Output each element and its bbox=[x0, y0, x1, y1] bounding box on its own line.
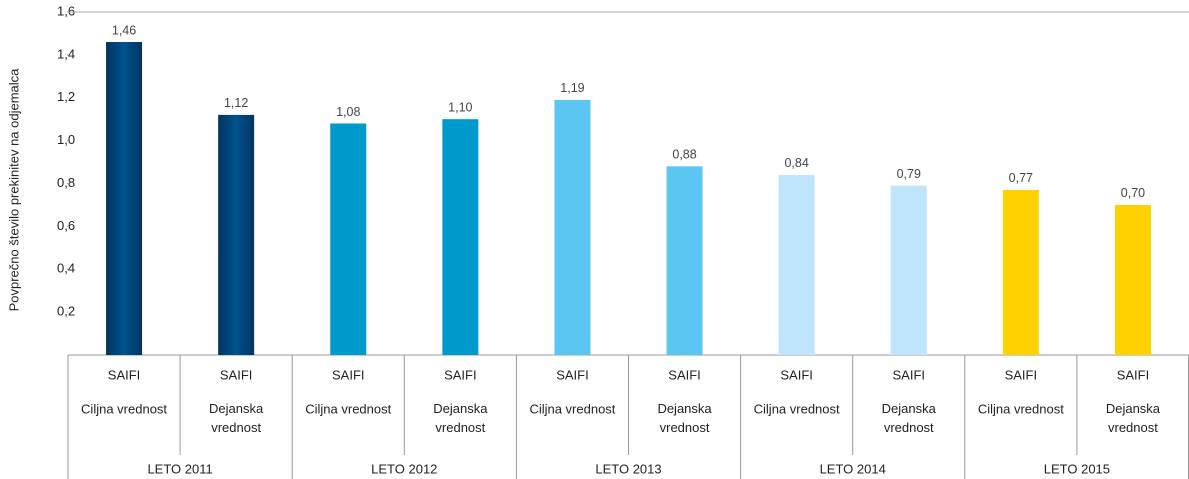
x-group-label: LETO 2015 bbox=[1044, 461, 1110, 476]
x-subcategory-label: Ciljna vrednost bbox=[754, 401, 840, 416]
y-tick-label: 0,2 bbox=[57, 304, 75, 319]
x-tick-label: SAIFI bbox=[668, 367, 701, 382]
y-tick-label: 1,6 bbox=[57, 3, 75, 18]
x-subcategory-label: Ciljna vrednost bbox=[529, 401, 615, 416]
y-tick-label: 0,6 bbox=[57, 218, 75, 233]
x-subcategory-label: Dejanska bbox=[433, 401, 488, 416]
value-label: 0,84 bbox=[784, 156, 808, 170]
value-label: 1,19 bbox=[560, 81, 584, 95]
bar bbox=[1114, 204, 1151, 355]
y-axis-title: Povprečno število prekinitev na odjemalc… bbox=[6, 68, 21, 312]
y-tick-label: 1,0 bbox=[57, 132, 75, 147]
x-subcategory-label: vrednost bbox=[435, 420, 485, 435]
y-tick-label: 1,2 bbox=[57, 89, 75, 104]
x-group-label: LETO 2013 bbox=[595, 461, 661, 476]
x-tick-label: SAIFI bbox=[220, 367, 253, 382]
y-tick-label: 0,4 bbox=[57, 261, 75, 276]
x-tick-label: SAIFI bbox=[780, 367, 813, 382]
x-subcategory-label: vrednost bbox=[884, 420, 934, 435]
x-tick-label: SAIFI bbox=[892, 367, 925, 382]
y-tick-label: 1,4 bbox=[57, 46, 75, 61]
y-tick-label: 0,8 bbox=[57, 175, 75, 190]
bar bbox=[666, 166, 703, 355]
value-label: 0,88 bbox=[672, 148, 696, 162]
x-subcategory-label: Dejanska bbox=[657, 401, 712, 416]
x-subcategory-label: Dejanska bbox=[209, 401, 264, 416]
value-label: 1,10 bbox=[448, 100, 472, 114]
x-group-label: LETO 2012 bbox=[371, 461, 437, 476]
x-tick-label: SAIFI bbox=[1005, 367, 1038, 382]
x-tick-label: SAIFI bbox=[108, 367, 141, 382]
x-subcategory-label: vrednost bbox=[1108, 420, 1158, 435]
x-subcategory-label: Ciljna vrednost bbox=[81, 401, 167, 416]
value-label: 0,77 bbox=[1009, 171, 1033, 185]
bar bbox=[442, 119, 479, 355]
x-tick-label: SAIFI bbox=[444, 367, 477, 382]
x-subcategory-label: Dejanska bbox=[1106, 401, 1161, 416]
x-subcategory-label: Dejanska bbox=[882, 401, 937, 416]
value-label: 1,08 bbox=[336, 105, 360, 119]
bar bbox=[554, 99, 591, 355]
value-label: 1,46 bbox=[112, 23, 136, 37]
bar bbox=[890, 185, 927, 355]
value-label: 1,12 bbox=[224, 96, 248, 110]
bar bbox=[778, 174, 815, 355]
bar bbox=[218, 114, 255, 356]
x-tick-label: SAIFI bbox=[332, 367, 365, 382]
x-subcategory-label: vrednost bbox=[660, 420, 710, 435]
x-tick-label: SAIFI bbox=[1117, 367, 1150, 382]
x-subcategory-label: vrednost bbox=[211, 420, 261, 435]
x-subcategory-label: Ciljna vrednost bbox=[978, 401, 1064, 416]
value-label: 0,79 bbox=[897, 167, 921, 181]
bar bbox=[1002, 189, 1039, 355]
value-label: 0,70 bbox=[1121, 186, 1145, 200]
bar bbox=[106, 42, 143, 355]
x-group-label: LETO 2014 bbox=[820, 461, 886, 476]
x-subcategory-label: Ciljna vrednost bbox=[305, 401, 391, 416]
x-group-label: LETO 2011 bbox=[147, 461, 212, 476]
x-tick-label: SAIFI bbox=[556, 367, 589, 382]
bar bbox=[330, 123, 367, 355]
